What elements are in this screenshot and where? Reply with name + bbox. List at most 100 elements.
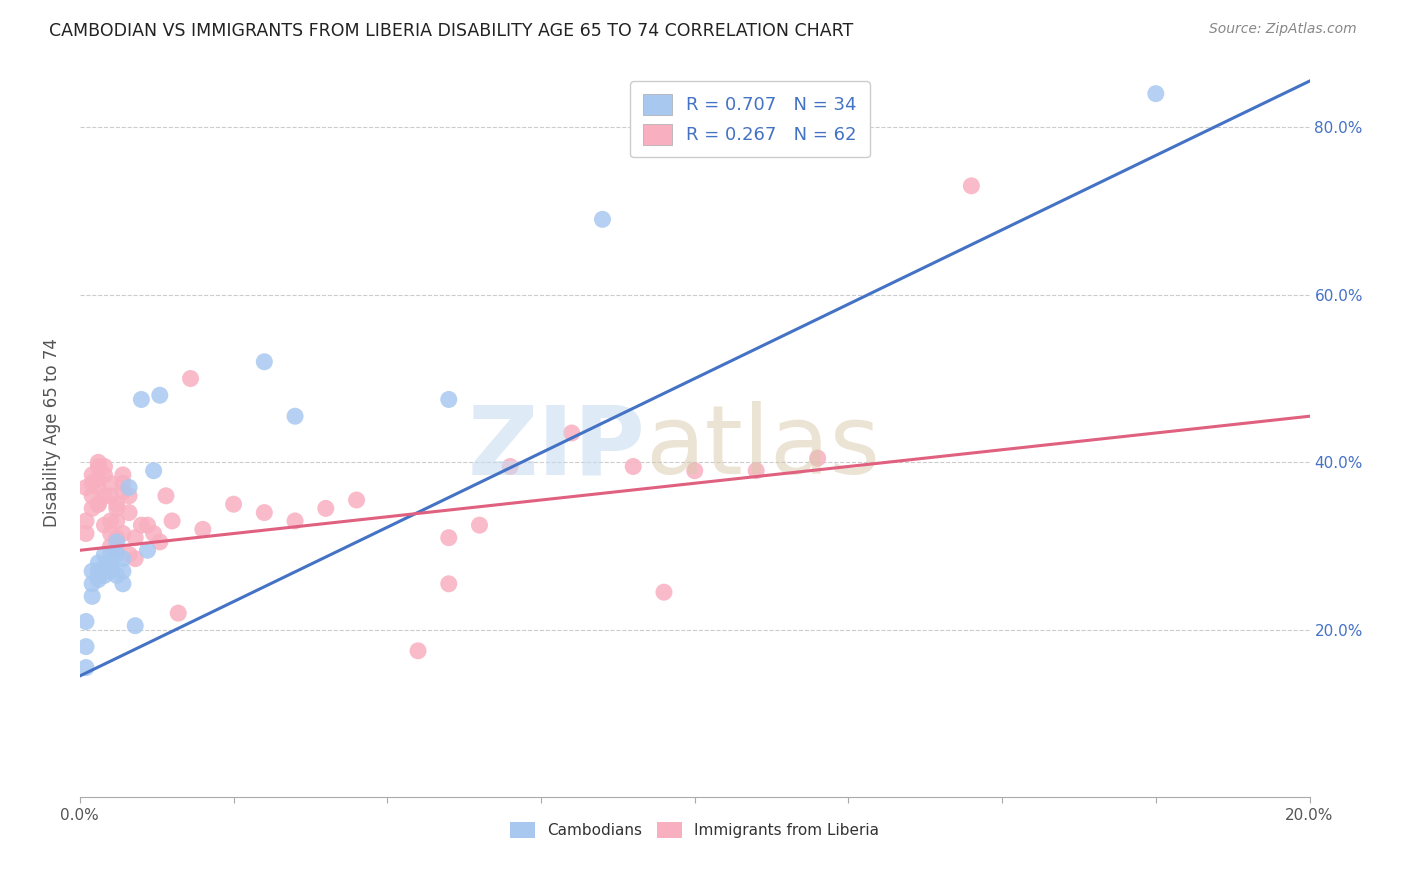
Point [105,535,128,549]
Point [105,531,128,545]
Point [82,467,104,482]
Point [82,476,104,491]
Point [105,548,128,562]
Point [131,392,153,407]
Point [105,514,128,528]
Point [468,518,491,533]
Point [87,564,110,578]
Point [149,388,172,402]
Point [100,564,122,578]
Point [82,564,104,578]
Point [100,556,122,570]
Point [111,564,134,578]
Point [111,526,134,541]
Point [105,497,128,511]
Text: atlas: atlas [645,401,880,494]
Point [105,501,128,516]
Point [87,497,110,511]
Point [75,660,97,674]
Point [93,467,115,482]
Point [111,484,134,499]
Point [87,455,110,469]
Point [93,548,115,562]
Point [100,548,122,562]
Point [1144,87,1167,101]
Y-axis label: Disability Age 65 to 74: Disability Age 65 to 74 [44,339,60,527]
Point [683,464,706,478]
Point [82,590,104,604]
Point [124,618,146,632]
Point [87,472,110,486]
Point [253,355,276,369]
Point [346,493,368,508]
Point [807,451,830,466]
Text: CAMBODIAN VS IMMIGRANTS FROM LIBERIA DISABILITY AGE 65 TO 74 CORRELATION CHART: CAMBODIAN VS IMMIGRANTS FROM LIBERIA DIS… [49,22,853,40]
Point [124,531,146,545]
Point [118,489,141,503]
Point [591,212,613,227]
Point [93,459,115,474]
Point [100,526,122,541]
Point [191,522,214,536]
Point [87,568,110,582]
Point [111,551,134,566]
Point [93,568,115,582]
Point [100,560,122,574]
Point [131,518,153,533]
Point [253,506,276,520]
Point [406,644,429,658]
Point [160,514,183,528]
Point [167,606,190,620]
Point [561,425,583,440]
Point [155,489,177,503]
Point [93,560,115,574]
Point [437,392,460,407]
Point [100,489,122,503]
Legend: Cambodians, Immigrants from Liberia: Cambodians, Immigrants from Liberia [505,815,886,845]
Point [100,539,122,553]
Point [100,514,122,528]
Point [142,464,165,478]
Point [118,480,141,494]
Point [75,615,97,629]
Point [437,576,460,591]
Point [118,506,141,520]
Point [652,585,675,599]
Point [75,480,97,494]
Point [87,480,110,494]
Point [82,489,104,503]
Point [136,518,159,533]
Point [284,409,307,424]
Point [284,514,307,528]
Point [621,459,644,474]
Point [111,476,134,491]
Point [87,459,110,474]
Point [136,543,159,558]
Point [82,576,104,591]
Point [960,178,983,193]
Point [93,518,115,533]
Point [75,640,97,654]
Point [87,556,110,570]
Point [82,501,104,516]
Point [75,526,97,541]
Point [87,573,110,587]
Point [315,501,337,516]
Point [105,568,128,582]
Point [149,535,172,549]
Point [437,531,460,545]
Point [124,551,146,566]
Text: ZIP: ZIP [468,401,645,494]
Point [100,476,122,491]
Point [222,497,245,511]
Point [87,497,110,511]
Point [745,464,768,478]
Point [93,489,115,503]
Point [142,526,165,541]
Point [111,576,134,591]
Point [499,459,522,474]
Point [180,371,202,385]
Text: Source: ZipAtlas.com: Source: ZipAtlas.com [1209,22,1357,37]
Point [111,467,134,482]
Point [105,543,128,558]
